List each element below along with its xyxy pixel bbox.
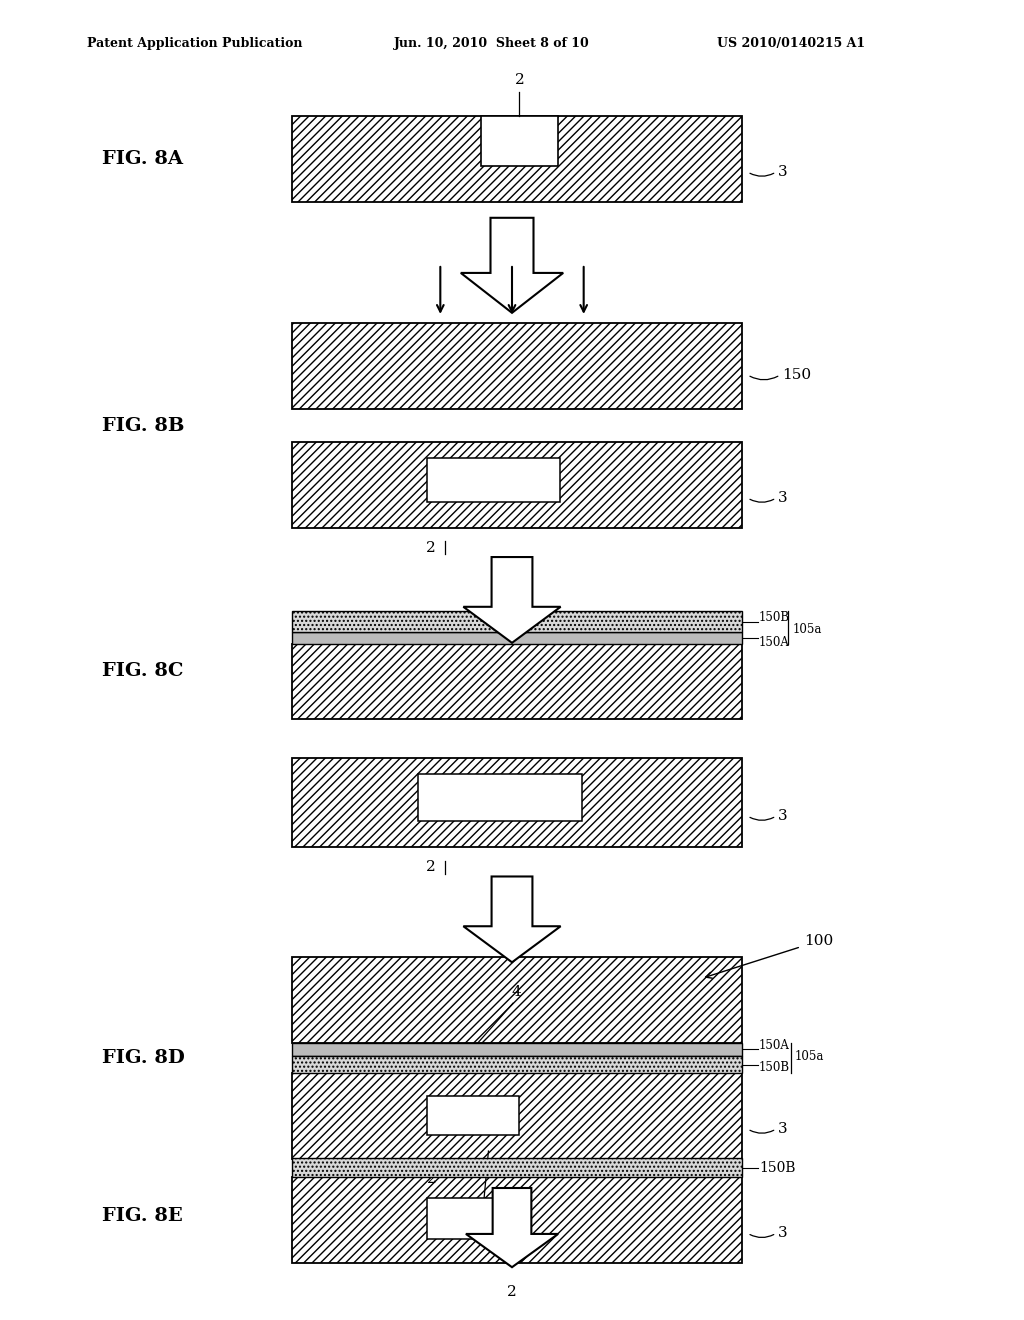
Text: FIG. 8B: FIG. 8B [102,417,185,434]
Bar [292,442,742,528]
Text: FIG. 8A: FIG. 8A [102,150,183,168]
Text: 105a: 105a [793,623,822,636]
Bar [292,611,742,632]
Bar [427,458,560,503]
Bar [292,1158,742,1177]
Text: 3: 3 [778,491,787,506]
Polygon shape [463,557,561,643]
Text: 3: 3 [778,165,787,180]
Text: 2: 2 [425,541,435,554]
Text: 150A: 150A [759,636,790,648]
Polygon shape [461,218,563,313]
Bar [481,116,558,166]
Bar [292,1073,742,1159]
Bar [292,957,742,1043]
Bar [292,758,742,847]
Text: FIG. 8C: FIG. 8C [102,661,184,680]
Bar [292,1043,742,1056]
Text: 4: 4 [511,985,521,999]
Text: 150B: 150B [760,1160,797,1175]
Bar [427,1097,519,1135]
Text: 150B: 150B [759,611,790,624]
Text: 150B: 150B [759,1061,790,1073]
Bar [292,644,742,719]
Text: 2: 2 [426,1172,436,1185]
Bar [292,632,742,644]
Bar [292,1056,742,1073]
Text: 150: 150 [782,368,811,381]
Text: Patent Application Publication: Patent Application Publication [87,37,302,50]
Bar [292,1177,742,1263]
Text: 105a: 105a [795,1051,824,1064]
Text: 150A: 150A [759,1039,790,1052]
Text: 2: 2 [507,1286,517,1299]
Text: FIG. 8E: FIG. 8E [102,1206,183,1225]
Bar [292,116,742,202]
Bar [427,1199,529,1239]
Text: 3: 3 [778,1226,787,1241]
Bar [292,323,742,409]
Bar [292,1158,742,1177]
Text: 100: 100 [706,935,834,978]
Bar [292,442,742,528]
Bar [292,758,742,847]
Bar [418,774,582,821]
Text: 2: 2 [425,861,435,874]
Bar [292,116,742,202]
Polygon shape [466,1188,558,1267]
Bar [292,611,742,632]
Bar [292,1177,742,1263]
Bar [292,957,742,1043]
Text: US 2010/0140215 A1: US 2010/0140215 A1 [717,37,865,50]
Text: 2: 2 [515,73,524,87]
Text: 3: 3 [778,809,787,824]
Bar [292,323,742,409]
Text: 4: 4 [473,1119,483,1134]
Text: Jun. 10, 2010  Sheet 8 of 10: Jun. 10, 2010 Sheet 8 of 10 [394,37,590,50]
Text: 3: 3 [778,1122,787,1137]
Bar [292,644,742,719]
Text: FIG. 8D: FIG. 8D [102,1049,185,1067]
Bar [292,1056,742,1073]
Bar [292,1073,742,1159]
Polygon shape [463,876,561,962]
